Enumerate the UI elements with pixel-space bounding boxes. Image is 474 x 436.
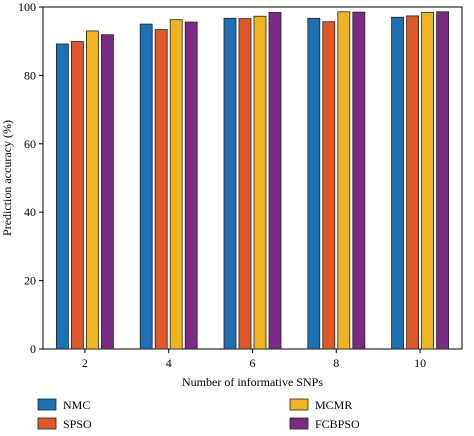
bar-fcbpso-6 (268, 12, 282, 350)
legend-label-nmc: NMC (63, 398, 90, 412)
bar-spso-8 (322, 21, 336, 350)
y-tick-label: 100 (18, 0, 36, 14)
legend-label-mcmr: MCMR (315, 398, 352, 412)
bar-spso-4 (154, 29, 168, 350)
bars-group (56, 11, 450, 350)
legend-label-fcbpso: FCBPSO (315, 417, 360, 431)
bar-spso-6 (238, 18, 252, 350)
x-axis-ticks: 2 4 6 8 10 (82, 349, 426, 370)
bar-mcmr-10 (421, 12, 435, 350)
legend-swatch-nmc (37, 398, 57, 411)
bar-nmc-8 (307, 17, 321, 350)
bar-mcmr-2 (86, 30, 99, 350)
bar-fcbpso-8 (352, 11, 366, 350)
x-tick-label: 2 (82, 356, 88, 370)
bar-mcmr-6 (253, 15, 267, 350)
y-tick-label: 40 (24, 205, 36, 219)
x-tick-label: 8 (333, 356, 339, 370)
y-tick-label: 80 (24, 68, 36, 82)
y-axis-title: Prediction accuracy (%) (0, 120, 14, 236)
bar-mcmr-8 (337, 11, 351, 350)
legend-label-spso: SPSO (63, 417, 92, 431)
y-tick-label: 60 (24, 137, 36, 151)
plot-area: 0 20 40 60 80 100 2 4 6 8 10 (18, 0, 463, 370)
bar-fcbpso-10 (436, 11, 450, 350)
y-tick-label: 0 (30, 342, 36, 356)
x-axis-title: Number of informative SNPs (182, 375, 323, 389)
y-axis-ticks: 0 20 40 60 80 100 (18, 0, 43, 356)
bar-spso-10 (406, 15, 420, 350)
x-tick-label: 6 (250, 356, 256, 370)
bar-nmc-6 (223, 17, 237, 350)
bar-spso-2 (71, 41, 84, 350)
bar-nmc-2 (56, 43, 69, 350)
y-tick-label: 20 (24, 274, 36, 288)
bar-nmc-4 (139, 23, 153, 350)
legend-swatch-fcbpso (289, 417, 309, 430)
legend-swatch-spso (37, 417, 57, 430)
legend-swatch-mcmr (289, 398, 309, 411)
bar-nmc-10 (391, 16, 405, 350)
x-tick-label: 4 (166, 356, 172, 370)
bar-fcbpso-4 (184, 21, 198, 350)
x-tick-label: 10 (414, 356, 426, 370)
legend: NMC MCMR SPSO FCBPSO (37, 398, 360, 431)
bar-mcmr-4 (169, 19, 183, 350)
bar-fcbpso-2 (101, 34, 114, 350)
